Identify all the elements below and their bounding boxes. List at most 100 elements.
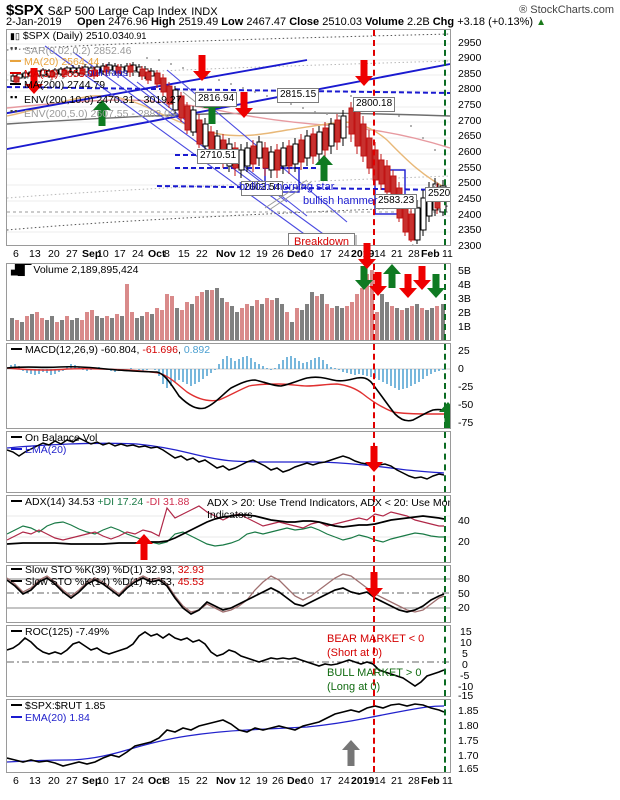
date-tick-label: Oct <box>148 248 166 260</box>
green-up-arrow-icon <box>383 264 401 288</box>
roc-panel[interactable]: ROC(125) -7.49% BEAR MARKET < 0 (Short a… <box>6 625 451 697</box>
symbol-exchange: INDX <box>191 6 218 18</box>
dotted-line-icon-env5: ▪▪ <box>10 106 19 116</box>
adx-pdi-value: +DI 17.24 <box>97 496 144 508</box>
annotation-breakdown: Breakdown <box>288 233 356 245</box>
date-tick-label: Oct <box>148 775 166 787</box>
event-line-green-ratio <box>444 700 446 772</box>
date-tick-label: 2019 <box>351 775 375 787</box>
ratio-panel[interactable]: $SPX:$RUT 1.85 EMA(20) 1.84 <box>6 699 451 773</box>
volume-plot <box>7 264 450 340</box>
volume-chart-svg <box>10 270 445 340</box>
line-icon-ma50 <box>10 71 21 74</box>
ratio-ema-text: EMA(20) 1.84 <box>25 711 90 724</box>
line-icon-obv <box>11 436 22 438</box>
y-tick-label: 2600 <box>458 146 482 158</box>
red-down-arrow-icon <box>369 272 387 296</box>
red-up-arrow-icon <box>135 534 153 560</box>
green-up-arrow-icon <box>315 155 333 181</box>
low-label: Low <box>221 16 244 28</box>
annotation-bullish-morning-star: bullish morning star <box>239 181 335 193</box>
line-icon-obv-ema <box>11 447 22 450</box>
price-panel[interactable]: ▮▯ $SPX (Daily) 2510.0340.91 ▪▪ SAR(0.02,… <box>6 29 451 246</box>
annotation-bull-traps: bull traps <box>87 68 128 79</box>
sto39-d-value: 32.93 <box>177 565 204 576</box>
y-tick-label: 5B <box>458 265 471 277</box>
price-label-2520: 2520.27 <box>425 187 450 202</box>
roc-bear-note-line2: (Short at 0) <box>327 647 383 659</box>
y-tick-label: 50 <box>458 588 470 600</box>
date-tick-label: 27 <box>66 775 78 787</box>
close-value: 2510.03 <box>322 16 362 28</box>
date-axis-top: 6 13 20 27 Sep 10 17 24 Oct 8 15 22 Nov 12 19 26 Dec 10 17… <box>6 248 453 261</box>
date-tick-label: 28 <box>408 775 420 787</box>
ratio-legend: $SPX:$RUT 1.85 EMA(20) 1.84 <box>11 700 105 724</box>
sto-legend-row1: Slow STO %K(39) %D(1) 32.93, 32.93 <box>11 565 204 577</box>
date-tick-label: 15 <box>178 775 190 787</box>
price-y-axis: 2950 2900 2850 2800 2750 2700 2650 2600 … <box>452 29 512 252</box>
y-tick-label: 2500 <box>458 177 482 189</box>
date-tick-label: 6 <box>13 248 19 260</box>
high-label: High <box>150 16 176 28</box>
y-tick-label: 2300 <box>458 240 482 252</box>
obv-panel[interactable]: On Balance Vol EMA(20) <box>6 431 451 493</box>
date-tick-label: Dec <box>287 775 307 787</box>
date-tick-label: 17 <box>320 775 332 787</box>
date-tick-label: 11 <box>442 775 453 787</box>
date-tick-label: 17 <box>114 248 126 260</box>
adx-y-axis: 40 20 <box>452 495 512 563</box>
date-tick-label: 22 <box>196 248 208 260</box>
green-up-arrow-icon <box>93 100 111 126</box>
y-tick-label: 5 <box>462 648 468 660</box>
close-label: Close <box>289 16 320 28</box>
price-label-2815: 2815.15 <box>277 88 320 103</box>
line-icon-sto14 <box>11 579 22 582</box>
event-line-red-price <box>373 30 375 245</box>
macd-panel[interactable]: MACD(12,26,9) -60.804, -61.696, 0.892 <box>6 343 451 429</box>
legend-ma20-text: MA(20) 2564.44 <box>24 56 100 68</box>
date-tick-label: 26 <box>272 248 284 260</box>
line-icon-ratio <box>11 704 22 706</box>
volume-panel[interactable]: ▟█▔ Volume 2,189,895,424 <box>6 263 451 341</box>
price-label-2603: 2603.54 <box>241 181 284 196</box>
y-tick-label: 1.70 <box>458 750 479 762</box>
roc-bear-note-line1: BEAR MARKET < 0 <box>327 633 425 645</box>
y-tick-label: -10 <box>458 681 474 693</box>
event-line-green-macd <box>444 344 446 428</box>
chart-header: $SPX S&P 500 Large Cap Index INDX ® Stoc… <box>0 0 620 28</box>
y-tick-label: 1B <box>458 321 471 333</box>
macd-plot <box>7 344 450 428</box>
event-line-red-roc <box>373 626 375 696</box>
open-label: Open <box>76 16 106 28</box>
event-line-green-sto <box>444 566 446 622</box>
date-tick-label: 6 <box>13 775 19 787</box>
date-tick-label: 13 <box>29 775 41 787</box>
stochastics-panel[interactable]: Slow STO %K(39) %D(1) 32.93, 32.93 Slow … <box>6 565 451 623</box>
date-tick-label: 21 <box>391 775 403 787</box>
roc-bull-note-line2: (Long at 0) <box>327 681 381 693</box>
date-tick-label: 12 <box>239 248 251 260</box>
y-tick-label: 2550 <box>458 162 482 174</box>
symbol-ticker: $SPX <box>6 2 44 19</box>
adx-legend-name: ADX(14) 34.53 <box>25 496 95 508</box>
red-down-arrow-icon <box>235 92 253 118</box>
date-tick-label: 27 <box>66 248 78 260</box>
stockcharts-brand: ® StockCharts.com <box>519 4 614 16</box>
annotation-bullish-hammer: bullish hammer <box>303 195 378 207</box>
roc-chart-svg <box>7 631 450 687</box>
high-value: 2519.49 <box>178 16 219 28</box>
adx-panel[interactable]: ADX(14) 34.53 +DI 17.24 -DI 31.88 ADX > … <box>6 495 451 563</box>
line-icon-sto39 <box>11 568 22 570</box>
last-tick-value: 40.91 <box>123 31 147 41</box>
date-tick-label: 24 <box>132 775 144 787</box>
y-tick-label: 1.85 <box>458 705 479 717</box>
macd-value: -60.804 <box>100 344 137 356</box>
red-down-arrow-icon <box>365 572 383 598</box>
gray-up-arrow-icon <box>342 740 360 766</box>
roc-y-axis: 15 10 5 0 -5 -10 -15 <box>452 625 512 702</box>
legend-ma200-text: MA(200) 2744.79 <box>24 79 106 91</box>
event-line-green-roc <box>444 626 446 696</box>
date-tick-label: 20 <box>48 775 60 787</box>
date-tick-label: 21 <box>391 248 403 260</box>
obv-ema-text: EMA(20) <box>25 443 67 456</box>
